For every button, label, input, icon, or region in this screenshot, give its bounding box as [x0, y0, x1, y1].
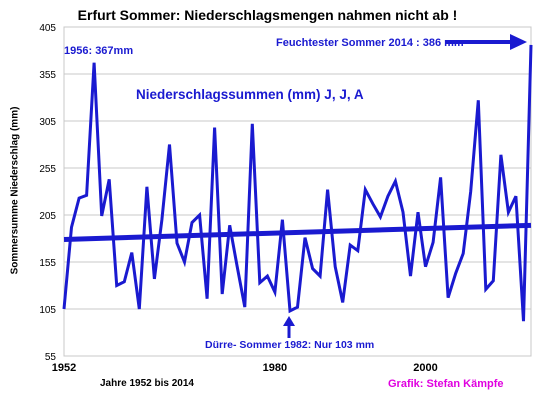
y-tick-label: 205	[39, 211, 56, 222]
series-line	[62, 44, 533, 322]
y-tick-label: 305	[39, 117, 56, 128]
x-tick-label: 1980	[263, 362, 287, 374]
y-tick-label: 155	[39, 258, 56, 269]
annotation-2014-wettest: Feuchtester Sommer 2014 : 386 mm	[276, 37, 464, 49]
year-range-label: Jahre 1952 bis 2014	[100, 378, 194, 389]
x-tick-label: 2000	[413, 362, 437, 374]
y-tick-label: 105	[39, 305, 56, 316]
plot-frame	[63, 26, 532, 357]
annotation-1956-max: 1956: 367mm	[64, 45, 134, 57]
arrow-1982	[283, 316, 295, 338]
y-axis-ticks: 55 105 155 205 255 305 355 405	[39, 23, 56, 363]
y-tick-label: 355	[39, 70, 56, 81]
annotation-1982-drought: Dürre- Sommer 1982: Nur 103 mm	[205, 339, 375, 351]
arrow-2014	[445, 34, 527, 50]
y-tick-label: 55	[45, 352, 57, 363]
x-tick-label: 1952	[52, 362, 76, 374]
y-axis-label: Sommersumme Niederschlag (mm)	[9, 106, 21, 275]
chart-title: Erfurt Sommer: Niederschlagsmengen nahme…	[77, 7, 458, 23]
y-tick-label: 405	[39, 23, 56, 34]
trend-line	[63, 222, 532, 242]
y-tick-label: 255	[39, 164, 56, 175]
graphic-credit: Grafik: Stefan Kämpfe	[388, 378, 504, 390]
x-axis-ticks: 1952 1980 2000	[52, 362, 438, 374]
series-label: Niederschlagssummen (mm) J, J, A	[136, 87, 364, 102]
